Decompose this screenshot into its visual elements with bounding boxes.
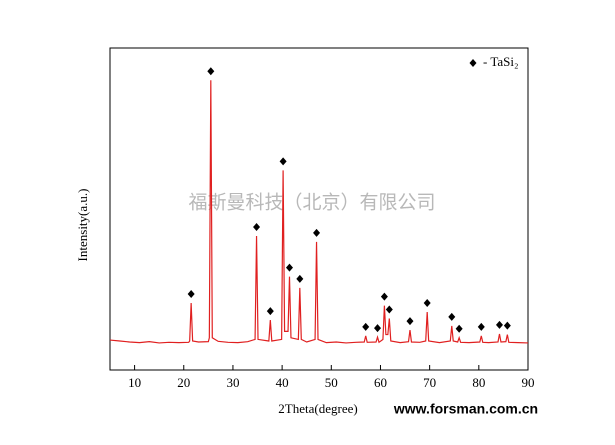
x-tick-label: 20 [177, 375, 190, 390]
peak-marker [313, 228, 321, 237]
x-tick-label: 90 [522, 375, 535, 390]
peak-marker [374, 324, 382, 333]
peak-marker [455, 324, 463, 333]
peak-marker [385, 305, 393, 314]
x-tick-label: 40 [276, 375, 289, 390]
peak-marker [296, 274, 304, 283]
peak-marker [503, 321, 511, 330]
plot-frame [109, 47, 529, 371]
legend-label: - TaSi₂ [483, 54, 519, 69]
peak-marker [266, 307, 274, 316]
peak-marker [406, 317, 414, 326]
peak-marker [495, 320, 503, 329]
peak-marker [279, 157, 287, 166]
peak-marker [362, 322, 370, 331]
x-tick-label: 80 [472, 375, 485, 390]
xrd-line [109, 80, 529, 344]
peak-marker [207, 67, 215, 76]
legend-marker [469, 59, 477, 67]
x-tick-label: 10 [128, 375, 141, 390]
peak-marker [448, 312, 456, 321]
y-axis-label: Intensity(a.u.) [75, 189, 90, 262]
peak-marker [285, 263, 293, 272]
peak-marker [477, 322, 485, 331]
peak-marker [380, 292, 388, 301]
peak-marker [423, 299, 431, 308]
x-tick-label: 50 [325, 375, 338, 390]
peak-marker [187, 290, 195, 299]
x-axis-label: 2Theta(degree) [278, 401, 357, 416]
x-tick-label: 70 [423, 375, 436, 390]
website: www.forsman.com.cn [393, 401, 538, 417]
x-tick-label: 30 [226, 375, 239, 390]
watermark: 福斯曼科技（北京）有限公司 [188, 192, 435, 214]
peak-marker [253, 223, 261, 232]
x-tick-label: 60 [374, 375, 387, 390]
